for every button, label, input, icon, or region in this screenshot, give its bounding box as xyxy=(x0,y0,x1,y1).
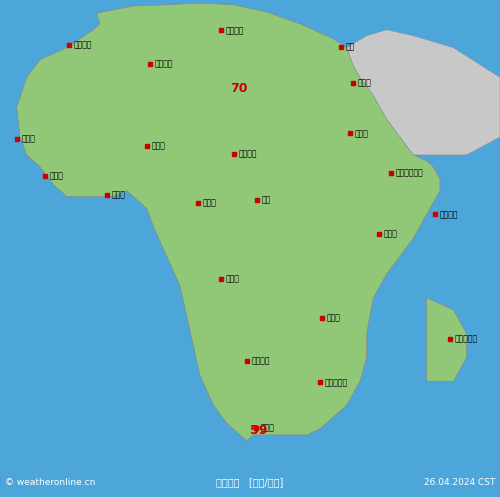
Text: 杜阿拉: 杜阿拉 xyxy=(202,198,216,207)
Text: 开普敦: 开普敦 xyxy=(260,424,274,433)
Text: 喀土穆: 喀土穆 xyxy=(354,129,368,138)
Text: 尼亚美: 尼亚美 xyxy=(152,142,166,151)
Text: 亚的斯亚贝巴: 亚的斯亚贝巴 xyxy=(396,168,424,177)
Text: 奈洛比: 奈洛比 xyxy=(384,230,397,239)
Polygon shape xyxy=(16,3,440,441)
Text: 罗安达: 罗安达 xyxy=(226,274,240,283)
Text: 弗里敦: 弗里敦 xyxy=(50,171,64,180)
Text: 26.04.2024 CST: 26.04.2024 CST xyxy=(424,478,495,487)
Text: 约翰内斯堡: 约翰内斯堡 xyxy=(324,378,348,387)
Text: © weatheronline.cn: © weatheronline.cn xyxy=(5,478,96,487)
Text: 因萨拉赫: 因萨拉赫 xyxy=(154,60,173,69)
Text: 70: 70 xyxy=(230,83,248,95)
Text: 59: 59 xyxy=(250,424,268,437)
Text: 塔那那利佛: 塔那那利佛 xyxy=(454,334,478,343)
Text: 恩贾梅纳: 恩贾梅纳 xyxy=(238,150,257,159)
Text: 开罗: 开罗 xyxy=(346,43,355,52)
Text: 达喀尔: 达喀尔 xyxy=(22,134,36,143)
Text: 特强阵风   [公里/小时]: 特强阵风 [公里/小时] xyxy=(216,478,284,488)
Text: 阿比让: 阿比让 xyxy=(112,190,125,199)
Polygon shape xyxy=(426,298,467,381)
Text: 阿加迪尔: 阿加迪尔 xyxy=(74,41,92,50)
Polygon shape xyxy=(346,30,500,155)
Text: 卢萨卡: 卢萨卡 xyxy=(326,314,340,323)
Text: 斑基: 斑基 xyxy=(262,196,271,205)
Text: 温得和克: 温得和克 xyxy=(252,356,270,365)
Text: 阿斯旺: 阿斯旺 xyxy=(358,79,371,87)
Text: 的黎波里: 的黎波里 xyxy=(226,26,244,35)
Text: 摩加迪休: 摩加迪休 xyxy=(440,210,458,219)
